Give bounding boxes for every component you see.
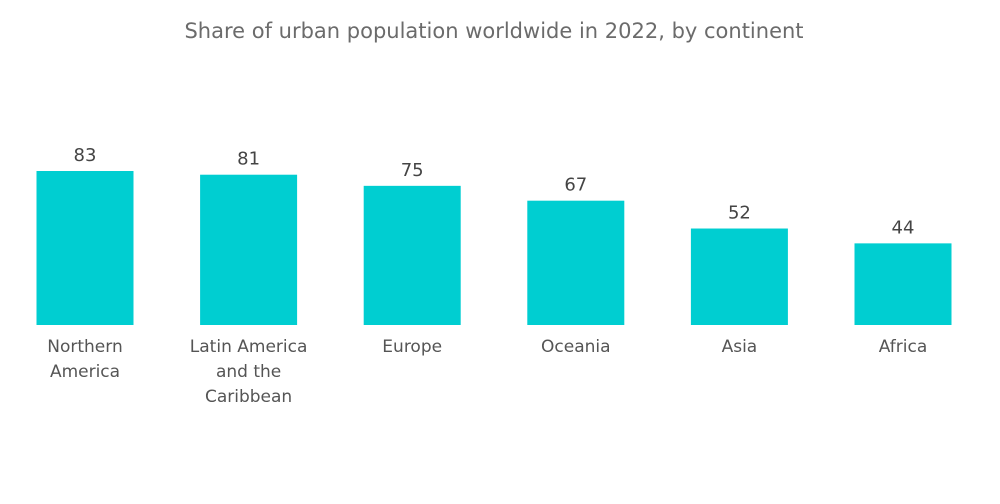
bars-group: 83 Northern America 81 Latin America and the C… bbox=[36, 145, 952, 407]
chart-title: Share of urban population worldwide in 2… bbox=[184, 19, 803, 43]
category-label: Asia bbox=[722, 337, 758, 357]
bar-northern-america bbox=[36, 171, 134, 325]
bar-asia bbox=[690, 228, 788, 325]
bar-europe bbox=[363, 185, 461, 325]
data-label: 75 bbox=[401, 160, 424, 181]
data-label: 44 bbox=[892, 217, 915, 238]
category-label: Africa bbox=[879, 337, 928, 357]
category-label: Latin America and the Caribbean bbox=[190, 337, 308, 407]
data-label: 52 bbox=[728, 203, 751, 224]
data-label: 81 bbox=[237, 149, 260, 170]
bar-oceania bbox=[527, 200, 625, 325]
data-label: 67 bbox=[564, 175, 587, 196]
data-label: 83 bbox=[74, 145, 97, 166]
category-label: Europe bbox=[382, 337, 442, 357]
bar-africa bbox=[854, 243, 952, 325]
category-label: Northern America bbox=[47, 337, 122, 382]
bar-latin-america-and-the-caribbean bbox=[200, 174, 298, 325]
category-label: Oceania bbox=[541, 337, 611, 357]
